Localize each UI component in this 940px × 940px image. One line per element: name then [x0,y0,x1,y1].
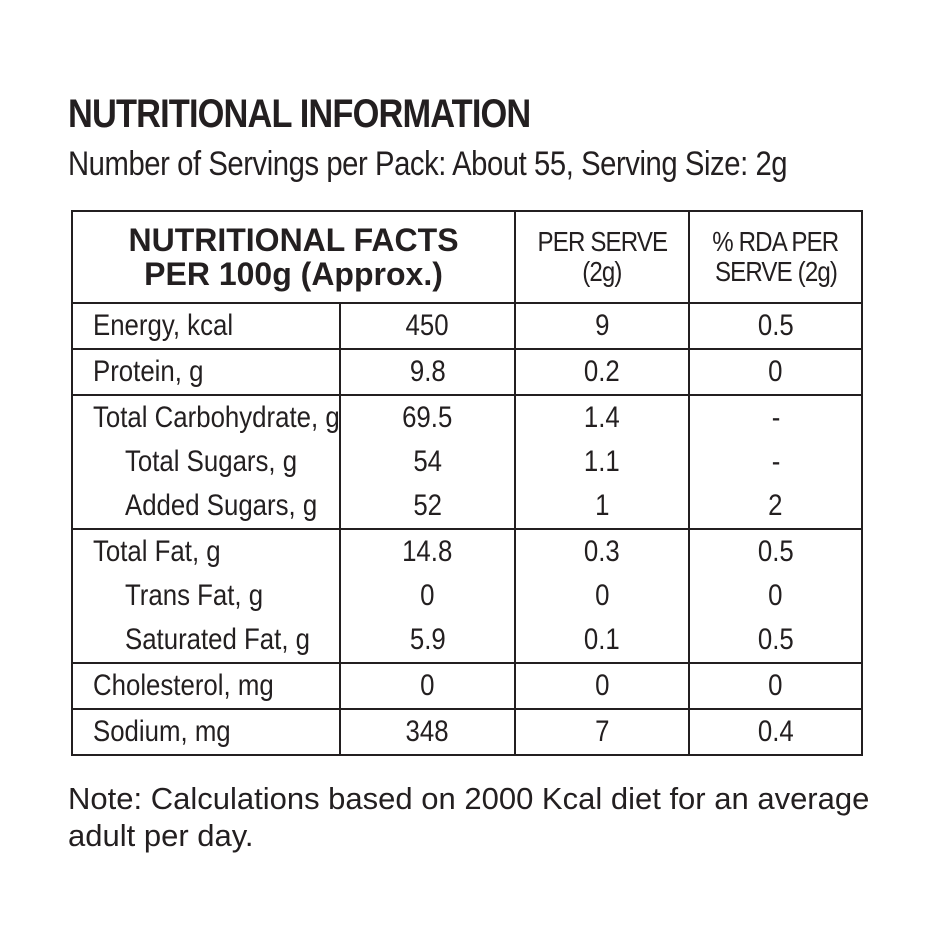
value-per-serve: 7 [594,715,610,748]
value-per-100g: 54 [413,445,442,478]
table-row: Saturated Fat, g 5.9 0.1 0.5 [71,618,863,664]
value-per-serve: 0.2 [584,355,620,388]
table-row: Trans Fat, g 0 0 0 [71,574,863,618]
value-per-serve: 1.1 [584,445,620,478]
nutrient-name: Sodium, mg [93,715,231,748]
value-per-serve: 0 [594,669,610,702]
nutrient-name: Total Carbohydrate, g [93,401,340,434]
nutrition-table: NUTRITIONAL FACTS PER 100g (Approx.) PER… [71,210,863,756]
nutrient-name: Trans Fat, g [125,579,264,612]
value-per-serve: 0 [594,579,610,612]
nutrient-name: Total Sugars, g [125,445,298,478]
table-row: Total Carbohydrate, g 69.5 1.4 - [71,395,863,440]
table-header-row: NUTRITIONAL FACTS PER 100g (Approx.) PER… [71,210,863,304]
value-per-serve: 1 [594,489,610,522]
value-per-100g: 69.5 [402,401,453,434]
value-per-100g: 52 [413,489,442,522]
value-rda: - [771,401,780,434]
header-rda-line1: % RDA PER [712,226,839,257]
value-per-100g: 5.9 [409,623,446,656]
value-per-100g: 0 [420,579,435,612]
table-row: Added Sugars, g 52 1 2 [71,484,863,530]
nutrient-name: Total Fat, g [93,535,221,568]
value-rda: 2 [768,489,783,522]
footnote: Note: Calculations based on 2000 Kcal di… [68,781,870,853]
serving-info: Number of Servings per Pack: About 55, S… [68,145,788,183]
nutrient-name: Added Sugars, g [125,489,318,522]
value-per-100g: 14.8 [402,535,453,568]
header-rda: % RDA PER SERVE (2g) [688,210,863,304]
value-rda: 0 [768,355,783,388]
value-per-serve: 1.4 [584,401,620,434]
table-row: Protein, g 9.8 0.2 0 [71,349,863,396]
table-row: Total Sugars, g 54 1.1 - [71,440,863,484]
value-per-100g: 348 [405,715,450,748]
value-per-serve: 9 [594,309,610,342]
value-per-100g: 0 [420,669,435,702]
nutrient-name: Cholesterol, mg [93,669,274,702]
value-rda: - [771,445,780,478]
value-rda: 0 [768,579,783,612]
table-row: Total Fat, g 14.8 0.3 0.5 [71,529,863,574]
value-per-serve: 0.1 [584,623,620,656]
table-row: Energy, kcal 450 9 0.5 [71,303,863,350]
nutrient-name: Saturated Fat, g [125,623,311,656]
value-rda: 0 [768,669,783,702]
header-per-serve: PER SERVE (2g) [514,210,690,304]
table-row: Sodium, mg 348 7 0.4 [71,709,863,756]
value-per-100g: 9.8 [409,355,446,388]
value-per-serve: 0.3 [584,535,620,568]
value-rda: 0.4 [757,715,794,748]
table-row: Cholesterol, mg 0 0 0 [71,663,863,710]
page-title: NUTRITIONAL INFORMATION [68,92,531,136]
nutrient-name: Energy, kcal [93,309,234,342]
header-per-serve-line2: (2g) [582,256,622,287]
header-per-serve-line1: PER SERVE [537,226,668,257]
header-facts-line1: NUTRITIONAL FACTS [128,222,459,258]
value-rda: 0.5 [757,535,794,568]
header-facts-line2: PER 100g (Approx.) [144,256,443,292]
nutrient-name: Protein, g [93,355,204,388]
value-per-100g: 450 [405,309,450,342]
value-rda: 0.5 [757,623,794,656]
header-rda-line2: SERVE (2g) [714,256,837,287]
header-nutritional-facts: NUTRITIONAL FACTS PER 100g (Approx.) [71,210,516,304]
value-rda: 0.5 [757,309,794,342]
